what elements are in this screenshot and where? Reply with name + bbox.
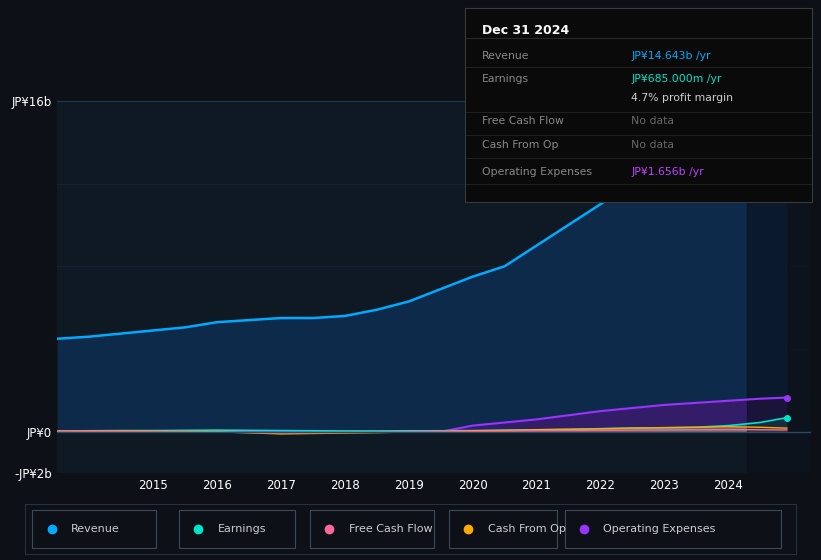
Text: JP¥685.000m /yr: JP¥685.000m /yr — [631, 74, 722, 84]
Text: 4.7% profit margin: 4.7% profit margin — [631, 93, 733, 103]
Text: Revenue: Revenue — [482, 51, 530, 60]
Text: Earnings: Earnings — [218, 524, 266, 534]
Text: Operating Expenses: Operating Expenses — [603, 524, 716, 534]
Text: Cash From Op: Cash From Op — [482, 139, 558, 150]
Text: No data: No data — [631, 139, 674, 150]
Text: JP¥14.643b /yr: JP¥14.643b /yr — [631, 51, 711, 60]
Text: Dec 31 2024: Dec 31 2024 — [482, 24, 569, 37]
Text: Cash From Op: Cash From Op — [488, 524, 566, 534]
Text: Free Cash Flow: Free Cash Flow — [482, 116, 564, 127]
Text: JP¥1.656b /yr: JP¥1.656b /yr — [631, 167, 704, 176]
Text: No data: No data — [631, 116, 674, 127]
Text: Operating Expenses: Operating Expenses — [482, 167, 592, 176]
Bar — [747, 101, 821, 473]
Text: Revenue: Revenue — [71, 524, 120, 534]
Text: Earnings: Earnings — [482, 74, 530, 84]
Text: Free Cash Flow: Free Cash Flow — [349, 524, 433, 534]
